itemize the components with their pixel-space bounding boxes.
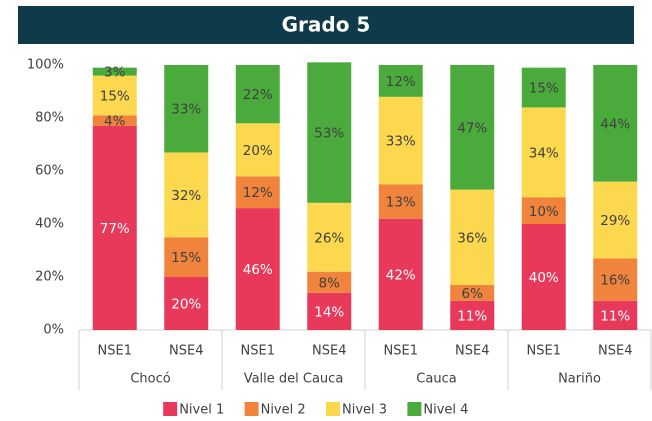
- bar-segment: [235, 176, 280, 209]
- data-label: 53%: [314, 126, 344, 142]
- legend-label: Nivel 1: [179, 403, 224, 418]
- data-label: 20%: [243, 143, 273, 159]
- data-label: 15%: [529, 81, 559, 97]
- bar-segment: [450, 189, 495, 285]
- legend-swatch: [244, 402, 259, 416]
- y-tick-label: 20%: [35, 270, 64, 285]
- bar-segment: [164, 152, 209, 238]
- data-label: 40%: [529, 270, 559, 286]
- y-tick-label: 80%: [35, 111, 64, 126]
- bar-segment: [92, 125, 137, 330]
- data-label: 14%: [314, 304, 344, 320]
- data-label: 15%: [100, 88, 130, 104]
- bar-segment: [450, 65, 495, 190]
- bar-segment: [593, 300, 638, 330]
- data-label: 29%: [600, 213, 630, 229]
- chart-title: Grado 5: [282, 13, 371, 37]
- data-label: 8%: [319, 275, 341, 291]
- y-tick-label: 100%: [27, 58, 64, 73]
- bar-segment: [307, 271, 352, 293]
- data-label: 36%: [457, 230, 487, 246]
- bar-segment: [593, 181, 638, 259]
- data-label: 12%: [386, 74, 416, 90]
- legend-label: Nivel 4: [423, 403, 468, 418]
- bar-segment: [92, 67, 137, 76]
- data-label: 20%: [171, 297, 201, 313]
- bar-segment: [235, 123, 280, 177]
- data-label: 10%: [529, 204, 559, 220]
- y-tick-label: 40%: [35, 217, 64, 232]
- data-label: 77%: [100, 221, 130, 237]
- x-tick-label: NSE1: [527, 344, 561, 359]
- bar-segment: [307, 202, 352, 272]
- x-tick-label: NSE1: [98, 344, 132, 359]
- data-label: 12%: [243, 185, 273, 201]
- bar-segment: [450, 300, 495, 330]
- y-tick-label: 60%: [35, 164, 64, 179]
- bar-segment: [378, 96, 423, 185]
- data-label: 15%: [171, 250, 201, 266]
- bar-segment: [593, 65, 638, 182]
- bar-segment: [521, 107, 566, 198]
- x-tick-label: NSE4: [455, 344, 489, 359]
- bar-segment: [378, 184, 423, 219]
- bar-segment: [593, 258, 638, 301]
- data-label: 33%: [171, 102, 201, 118]
- data-label: 47%: [457, 120, 487, 136]
- data-label: 33%: [386, 134, 416, 150]
- bar-segment: [164, 277, 209, 330]
- data-label: 34%: [529, 145, 559, 161]
- data-label: 11%: [600, 308, 630, 324]
- group-label: Nariño: [558, 372, 601, 387]
- bar-segment: [521, 224, 566, 330]
- data-label: 46%: [243, 262, 273, 278]
- x-tick-label: NSE4: [169, 344, 203, 359]
- legend-label: Nivel 3: [342, 403, 387, 418]
- group-label: Valle del Cauca: [244, 372, 344, 387]
- bar-segment: [307, 62, 352, 203]
- bar-segment: [521, 197, 566, 224]
- legend-swatch: [407, 402, 422, 416]
- data-label: 16%: [600, 273, 630, 289]
- bar-segment: [92, 115, 137, 126]
- bar-segment: [450, 284, 495, 301]
- bar-segment: [235, 208, 280, 330]
- data-label: 11%: [457, 308, 487, 324]
- bar-segment: [164, 65, 209, 153]
- group-label: Cauca: [416, 372, 456, 387]
- data-label: 44%: [600, 116, 630, 132]
- bar-segment: [307, 292, 352, 330]
- bar-segment: [235, 65, 280, 124]
- bar-segment: [92, 75, 137, 116]
- x-tick-label: NSE1: [241, 344, 275, 359]
- y-tick-label: 0%: [43, 323, 64, 338]
- data-label: 42%: [386, 267, 416, 283]
- data-label: 4%: [104, 114, 126, 130]
- bar-segment: [521, 67, 566, 108]
- legend-swatch: [326, 402, 340, 416]
- data-label: 32%: [171, 188, 201, 204]
- data-label: 13%: [386, 194, 416, 210]
- title-banner: [18, 6, 634, 44]
- bar-segment: [378, 218, 423, 330]
- group-label: Chocó: [130, 372, 170, 387]
- data-label: 6%: [462, 286, 484, 302]
- bar-segment: [378, 65, 423, 97]
- legend-swatch: [163, 402, 178, 416]
- x-tick-label: NSE1: [384, 344, 418, 359]
- x-tick-label: NSE4: [598, 344, 632, 359]
- data-label: 22%: [243, 87, 273, 103]
- data-label: 26%: [314, 230, 344, 246]
- legend-label: Nivel 2: [261, 403, 306, 418]
- data-label: 3%: [104, 65, 126, 81]
- bar-segment: [164, 237, 209, 277]
- x-tick-label: NSE4: [312, 344, 346, 359]
